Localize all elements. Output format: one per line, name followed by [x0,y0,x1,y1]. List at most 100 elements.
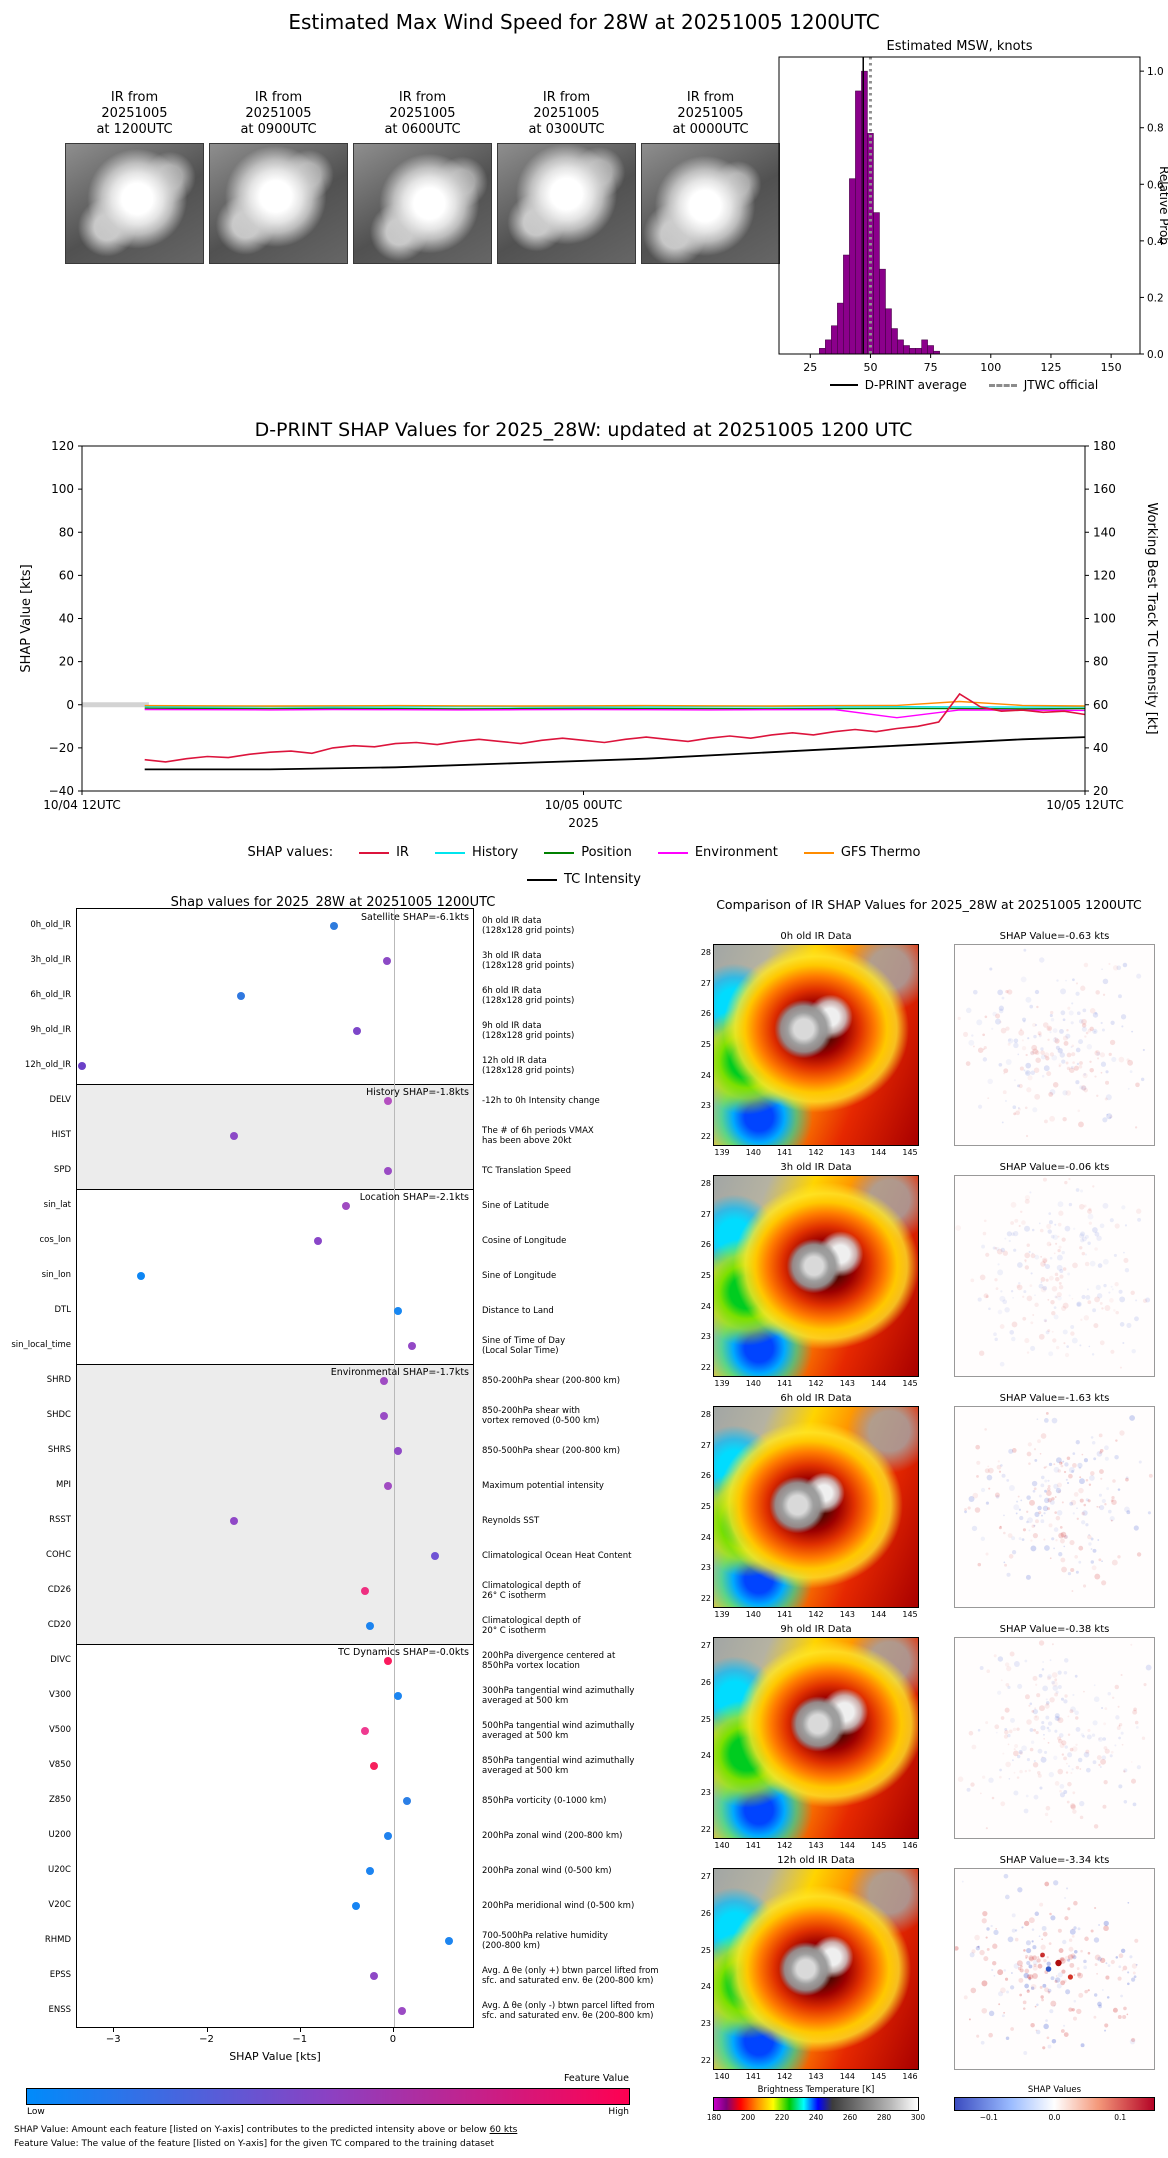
lat-tick-label: 24 [700,1070,711,1080]
feature-desc-line: The # of 6h periods VMAX [482,1125,594,1136]
feature-desc: 300hPa tangential wind azimuthally averag… [482,1686,678,1706]
lon-tick-label: 143 [808,2072,824,2081]
feature-desc: Sine of Time of Day (Local Solar Time) [482,1336,678,1356]
legend-swatch [988,383,1017,387]
legend-label: IR [396,845,409,860]
feature-label: V300 [48,1689,71,1700]
legend-item-ir: IR [359,845,409,860]
lon-tick-label: 142 [808,1379,824,1388]
lat-tick-label: 27 [700,1440,711,1450]
feature-dot [393,1446,402,1455]
feature-desc-line: -12h to 0h Intensity change [482,1095,600,1106]
ir-comparison-title: Comparison of IR SHAP Values for 2025_28… [716,897,1142,912]
shap-tick-label: 0.0 [1048,2113,1061,2122]
feature-desc-line: Cosine of Longitude [482,1235,567,1246]
ir-thumbnail-strip: IR from 20251005 at 1200UTC IR from 20251005… [0,78,790,278]
feature-label: U20C [48,1864,71,1875]
lon-tick-label: 140 [714,2072,730,2081]
shap-map-title: SHAP Value=-0.63 kts [999,931,1110,942]
series-ir [144,692,1086,763]
feature-desc: Reynolds SST [482,1516,678,1526]
x-axis-year-label: 2025 [568,816,599,830]
legend-label: Environment [694,845,778,860]
legend-label: D-PRINT average [864,378,967,392]
ir-thumb-label-line: IR from [254,90,303,105]
ir-shap-comparison: Comparison of IR SHAP Values for 2025_28… [690,893,1168,2158]
lon-tick-label: 142 [808,1148,824,1157]
ir-thumb-label-line: at 0000UTC [672,122,749,137]
feature-label: sin_lat [43,1199,71,1210]
lon-tick-label: 142 [777,1841,793,1850]
right-tick-label: 100 [1093,612,1116,626]
axes-frame [81,445,1086,792]
lon-tick-label: 146 [902,1841,918,1850]
lon-tick-label: 143 [839,1148,855,1157]
feature-desc-line: 500hPa tangential wind azimuthally [482,1720,635,1731]
ir-thumb-label-line: 20251005 [245,106,312,121]
hist-xtick-label: 150 [1101,361,1122,374]
feature-dot [383,956,392,965]
lon-tick-label: 141 [745,1841,761,1850]
lon-tick-label: 140 [745,1379,761,1388]
feature-dot [430,1551,439,1560]
lat-tick-label: 23 [700,1332,711,1342]
feature-desc: 850-200hPa shear with vortex removed (0-5… [482,1406,678,1426]
lon-tick-label: 144 [871,1379,887,1388]
feature-desc: 200hPa divergence centered at 850hPa vort… [482,1651,678,1671]
hist-xtick-label: 25 [803,361,817,374]
left-tick-label: 120 [51,439,74,453]
hist-bar [915,348,922,355]
feature-desc-line: sfc. and saturated env. θe (200-800 km) [482,1975,654,1986]
lon-tick-label: 144 [839,1841,855,1850]
group-divider [77,1083,473,1085]
timeseries-legend-row2: TC Intensity [0,872,1168,887]
feature-label: RSST [49,1514,71,1525]
ir-thumb-label-line: IR from [542,90,591,105]
feature-desc-line: 300hPa tangential wind azimuthally [482,1685,635,1696]
shap-noise-field [957,1640,1152,1830]
lat-tick-label: 27 [700,1872,711,1881]
lon-tick-label: 143 [839,1379,855,1388]
hist-ytick-label: 0.4 [1147,236,1164,248]
lat-tick-label: 27 [700,1209,711,1219]
ir-thumb-label-line: 20251005 [677,106,744,121]
lon-tick-label: 146 [902,2072,918,2081]
feature-desc-line: Sine of Time of Day [482,1335,566,1346]
bt-tick-label: 180 [706,2113,722,2122]
feature-desc-line: 12h old IR data [482,1055,547,1066]
feature-label: CD26 [47,1584,71,1595]
series-history [144,705,1086,708]
lon-tick-label: 139 [714,1610,730,1619]
group-divider [77,1188,473,1190]
lon-tick-label: 143 [839,1610,855,1619]
shap-map-title: SHAP Value=-1.63 kts [999,1393,1110,1404]
legend-item-position: Position [544,845,632,860]
feature-desc: 200hPa zonal wind (200-800 km) [482,1831,678,1841]
feature-desc-line: 850-200hPa shear with [482,1405,581,1416]
hist-xtick-label: 125 [1040,361,1061,374]
feature-desc-line: 9h old IR data [482,1020,542,1031]
feature-desc-line: Climatological depth of [482,1580,581,1591]
lon-tick-label: 144 [839,2072,855,2081]
lat-tick-label: 22 [700,1363,711,1372]
lat-tick-label: 24 [700,1532,711,1542]
x-tick [392,2028,394,2032]
x-axis-label: SHAP Value [kts] [229,2050,321,2063]
feature-desc: Avg. Δ θe (only +) btwn parcel lifted fr… [482,1966,678,1986]
bt-tick-label: 240 [808,2113,824,2122]
shap-map [954,944,1155,1146]
feature-desc: Climatological depth of 20° C isotherm [482,1616,678,1636]
lon-tick-label: 143 [808,1841,824,1850]
lat-tick-label: 24 [700,1301,711,1311]
feature-desc: 200hPa zonal wind (0-500 km) [482,1866,678,1876]
left-tick-label: 0 [66,698,74,712]
msw-histogram: Estimated MSW, knots 25 50 75 100 125 150 0.0 0.… [778,39,1168,374]
feature-dot [342,1201,351,1210]
bt-tick-label: 200 [740,2113,756,2122]
lon-tick-label: 145 [902,1148,918,1157]
feature-desc: The # of 6h periods VMAX has been above 2… [482,1126,678,1146]
shap-colorbar-label: SHAP Values [1027,2085,1082,2095]
feature-dot [393,1306,402,1315]
feature-dot [379,1411,388,1420]
ir-satellite-image [497,143,636,264]
